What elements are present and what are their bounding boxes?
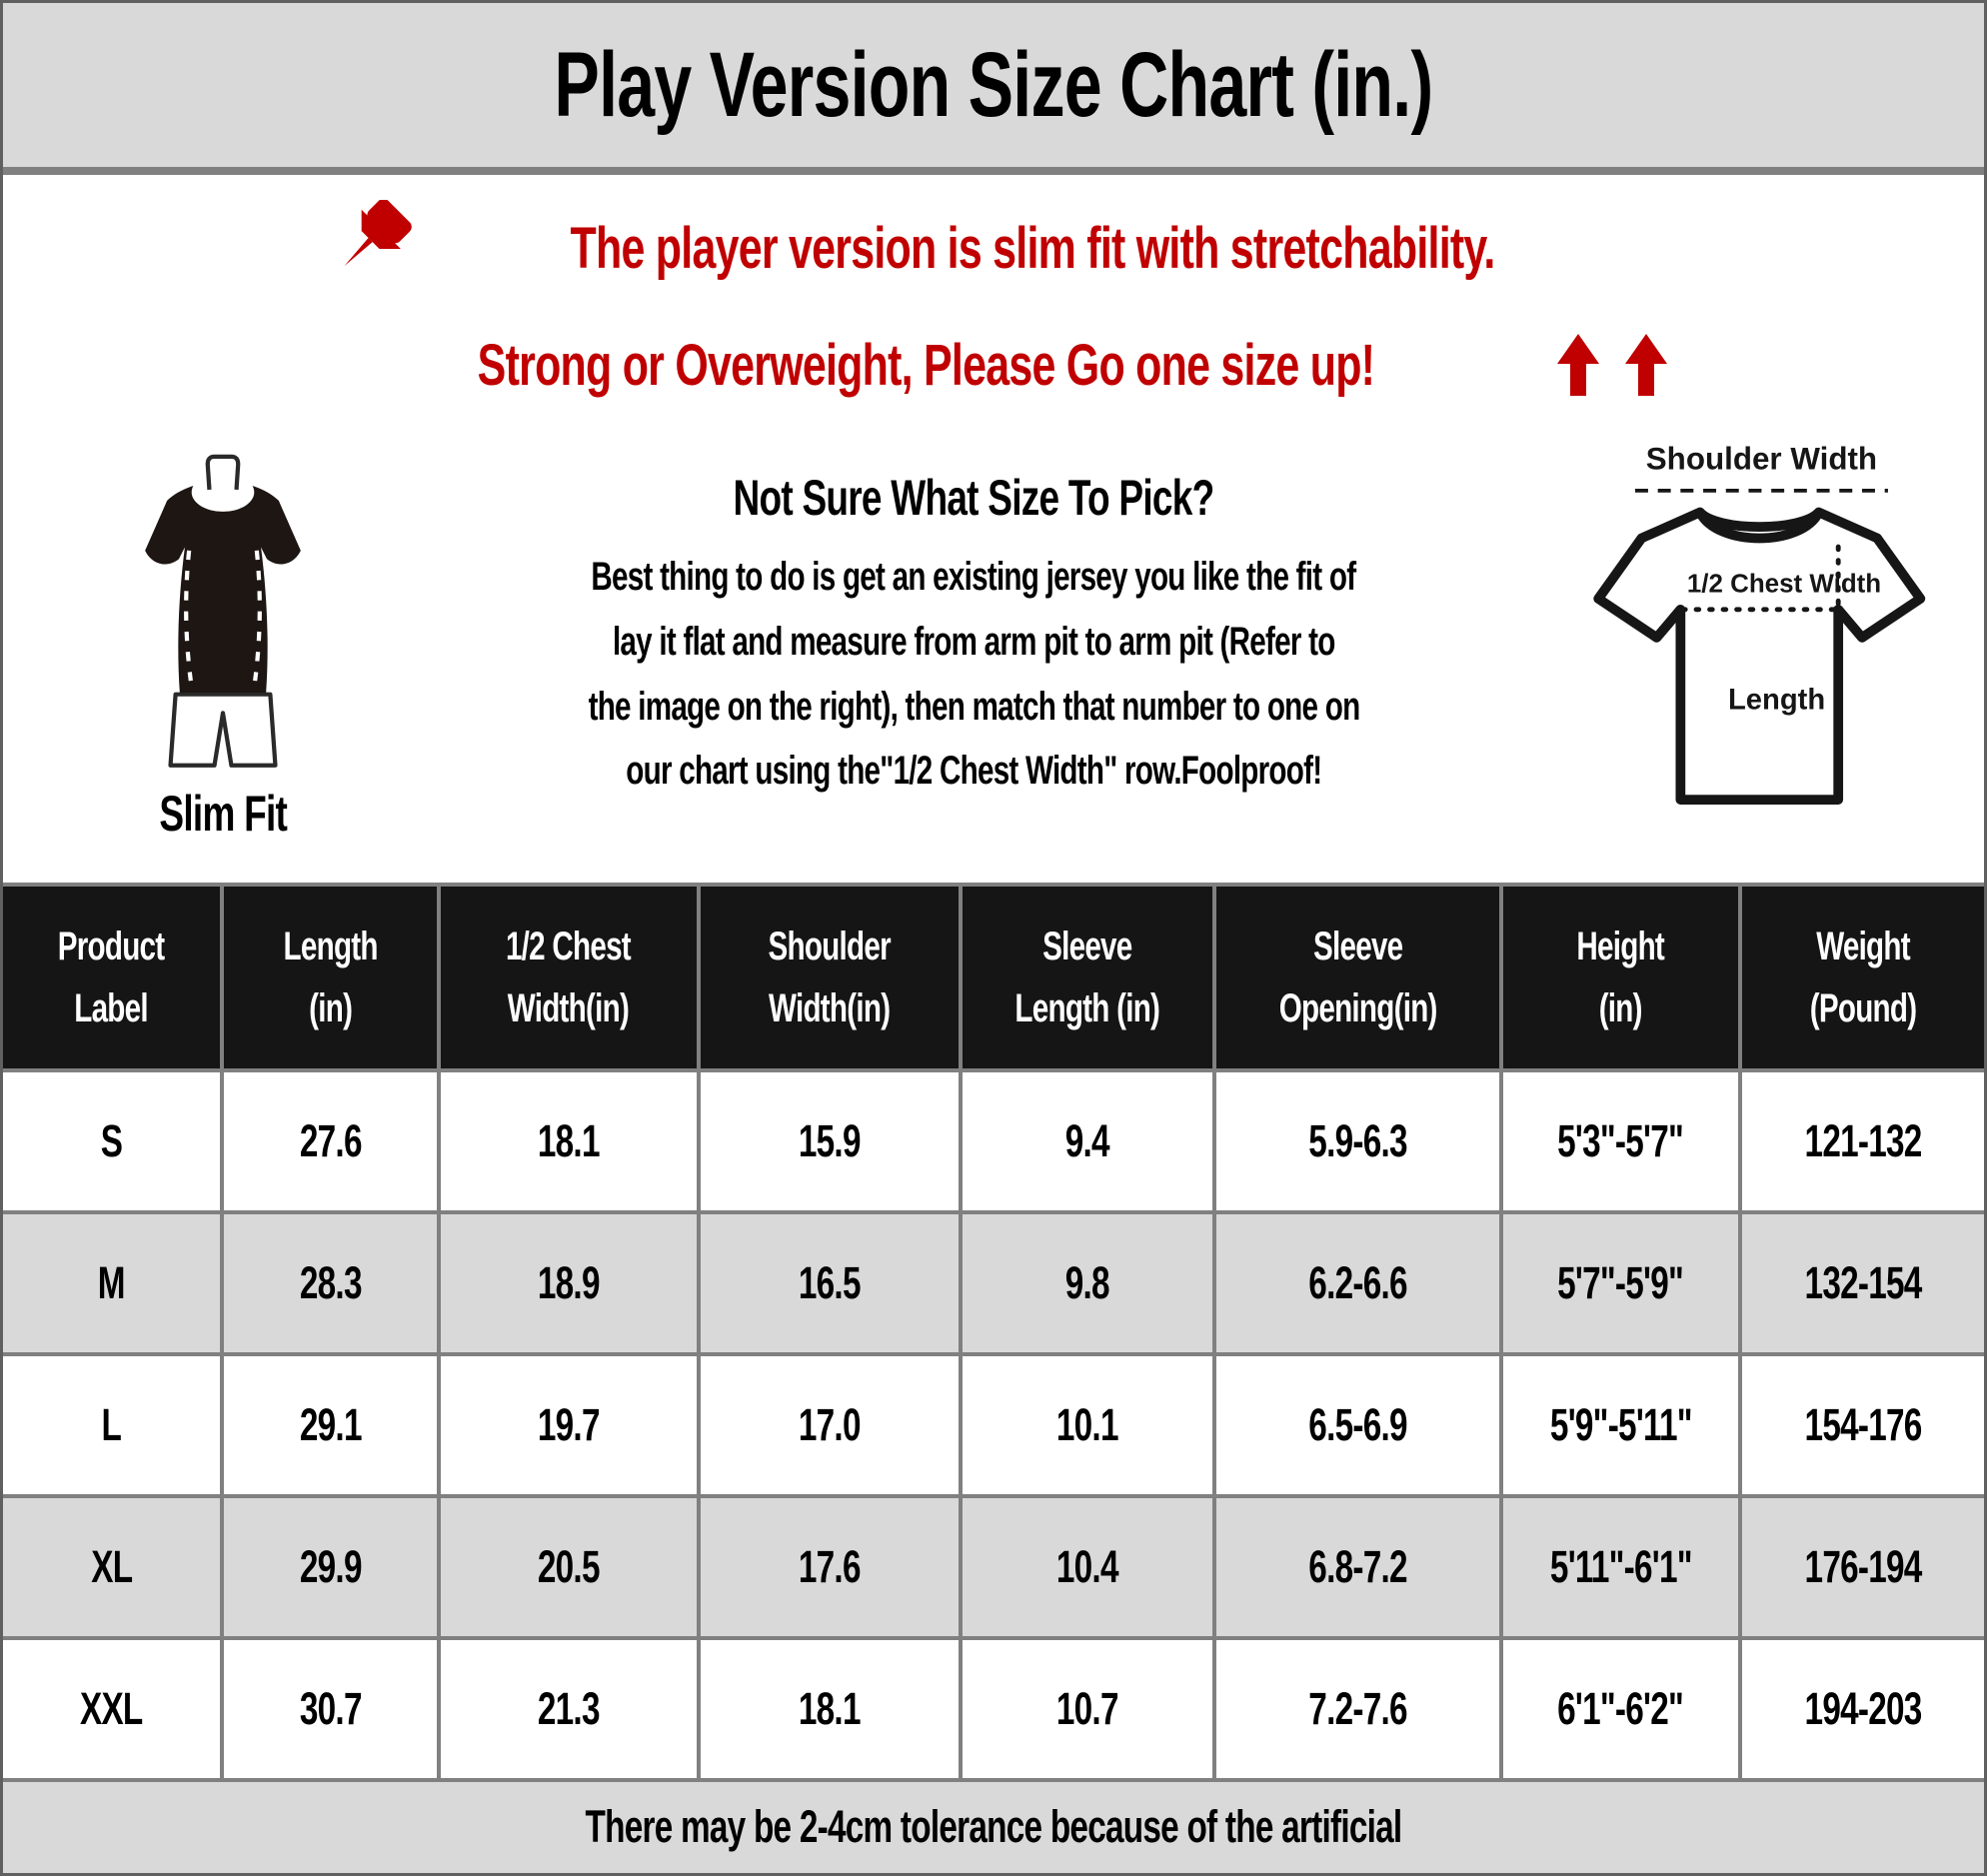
table-cell: 28.3 <box>223 1213 437 1352</box>
chest-width-label: 1/2 Chest Width <box>1687 571 1881 599</box>
table-cell: 27.6 <box>223 1071 437 1210</box>
table-cell: 5'3"-5'7" <box>1503 1071 1738 1210</box>
table-cell: 21.3 <box>440 1639 697 1778</box>
notice-section: The player version is slim fit with stre… <box>3 175 1984 423</box>
middle-section: Slim Fit Not Sure What Size To Pick? Bes… <box>3 423 1984 883</box>
table-cell: 10.7 <box>962 1639 1212 1778</box>
table-cell: 17.6 <box>700 1497 959 1636</box>
table-cell: 10.1 <box>962 1355 1212 1494</box>
table-cell: S <box>3 1071 220 1210</box>
table-cell: 6'1"-6'2" <box>1503 1639 1738 1778</box>
table-cell: 5'11"-6'1" <box>1503 1497 1738 1636</box>
table-cell: 154-176 <box>1741 1355 1984 1494</box>
table-cell: L <box>3 1355 220 1494</box>
table-cell: 18.9 <box>440 1213 697 1352</box>
table-cell: XXL <box>3 1639 220 1778</box>
table-cell: 15.9 <box>700 1071 959 1210</box>
size-help-line: Best thing to do is get an existing jers… <box>591 555 1357 599</box>
up-arrows <box>1557 334 1668 396</box>
footer-note: There may be 2-4cm tolerance because of … <box>585 1801 1403 1853</box>
size-help: Not Sure What Size To Pick? Best thing t… <box>373 433 1574 804</box>
header-cell-sleeve-opening: Sleeve Opening(in) <box>1215 886 1500 1068</box>
table-cell: 20.5 <box>440 1497 697 1636</box>
notice-text-2: Strong or Overweight, Please Go one size… <box>477 332 1374 398</box>
header-cell-product-label: Product Label <box>3 886 220 1068</box>
title-bar: Play Version Size Chart (in.) <box>3 3 1984 175</box>
table-cell: 30.7 <box>223 1639 437 1778</box>
size-help-line: our chart using the"1/2 Chest Width" row… <box>625 749 1322 794</box>
table-cell: 176-194 <box>1741 1497 1984 1636</box>
notice-line-1: The player version is slim fit with stre… <box>330 198 1657 298</box>
table-cell: 6.8-7.2 <box>1215 1497 1500 1636</box>
size-help-heading: Not Sure What Size To Pick? <box>733 470 1215 526</box>
slim-fit-figure: Slim Fit <box>73 433 373 843</box>
table-cell: 194-203 <box>1741 1639 1984 1778</box>
size-table: Product Label Length (in) 1/2 Chest Widt… <box>3 882 1984 1778</box>
notice-line-2: Strong or Overweight, Please Go one size… <box>320 332 1668 399</box>
slim-fit-illustration-icon <box>145 454 301 768</box>
table-cell: 121-132 <box>1741 1071 1984 1210</box>
header-cell-sleeve-length: Sleeve Length (in) <box>962 886 1212 1068</box>
table-cell: XL <box>3 1497 220 1636</box>
tshirt-diagram-icon: Shoulder Width 1/2 Chest Width Length <box>1593 441 1926 805</box>
table-cell: M <box>3 1213 220 1352</box>
table-cell: 10.4 <box>962 1497 1212 1636</box>
table-cell: 17.0 <box>700 1355 959 1494</box>
footer-bar: There may be 2-4cm tolerance because of … <box>3 1777 1984 1873</box>
table-cell: 18.1 <box>700 1639 959 1778</box>
table-cell: 9.8 <box>962 1213 1212 1352</box>
table-cell: 29.1 <box>223 1355 437 1494</box>
page-title: Play Version Size Chart (in.) <box>554 33 1434 136</box>
table-cell: 9.4 <box>962 1071 1212 1210</box>
table-cell: 16.5 <box>700 1213 959 1352</box>
table-cell: 19.7 <box>440 1355 697 1494</box>
size-help-line: lay it flat and measure from arm pit to … <box>612 619 1335 664</box>
table-cell: 5'9"-5'11" <box>1503 1355 1738 1494</box>
notice-text-1: The player version is slim fit with stre… <box>570 216 1495 281</box>
header-cell-half-chest-width: 1/2 Chest Width(in) <box>440 886 697 1068</box>
table-cell: 5'7"-5'9" <box>1503 1213 1738 1352</box>
header-cell-shoulder-width: Shoulder Width(in) <box>700 886 959 1068</box>
header-cell-weight: Weight (Pound) <box>1741 886 1984 1068</box>
measure-diagram: Shoulder Width 1/2 Chest Width Length <box>1574 433 1964 839</box>
up-arrow-icon <box>1557 334 1600 396</box>
table-cell: 6.5-6.9 <box>1215 1355 1500 1494</box>
slim-fit-label: Slim Fit <box>159 786 287 842</box>
table-cell: 18.1 <box>440 1071 697 1210</box>
size-help-line: the image on the right), then match that… <box>588 684 1360 729</box>
table-cell: 6.2-6.6 <box>1215 1213 1500 1352</box>
table-cell: 7.2-7.6 <box>1215 1639 1500 1778</box>
pushpin-icon <box>330 198 412 298</box>
header-cell-height: Height (in) <box>1503 886 1738 1068</box>
length-label: Length <box>1728 684 1825 716</box>
up-arrow-icon <box>1625 334 1668 396</box>
table-cell: 5.9-6.3 <box>1215 1071 1500 1210</box>
header-cell-length: Length (in) <box>223 886 437 1068</box>
table-cell: 132-154 <box>1741 1213 1984 1352</box>
shoulder-width-label: Shoulder Width <box>1646 441 1877 476</box>
table-cell: 29.9 <box>223 1497 437 1636</box>
